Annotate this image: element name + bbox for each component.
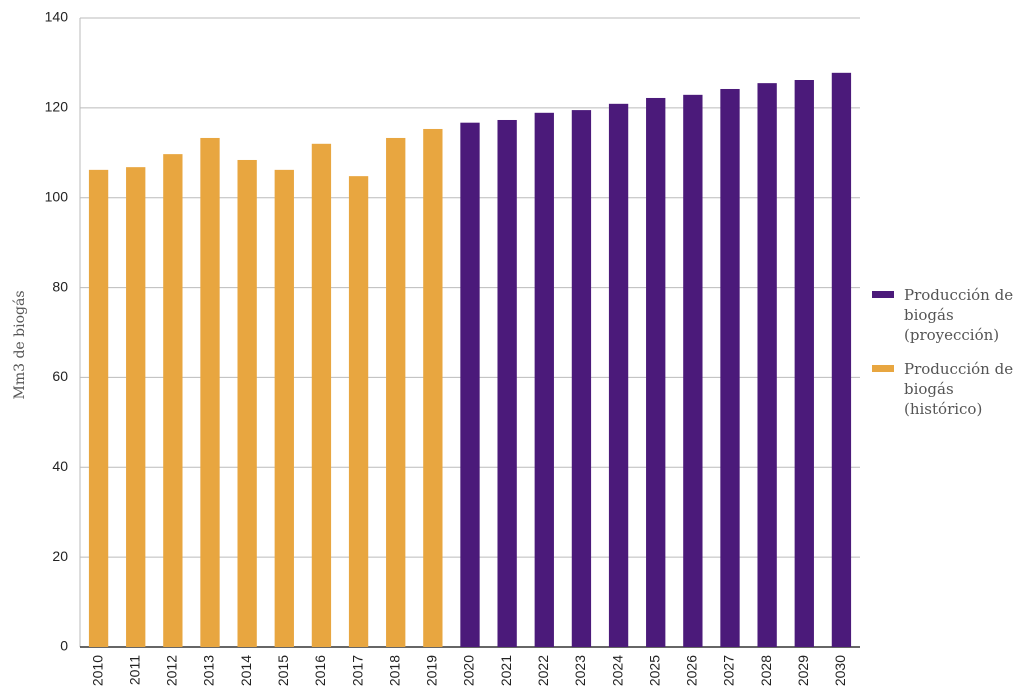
- x-tick-label: 2021: [498, 655, 514, 686]
- x-tick-label: 2013: [201, 655, 217, 686]
- x-tick-label: 2010: [89, 655, 105, 686]
- y-tick-label: 20: [52, 548, 68, 564]
- bar: [126, 167, 146, 648]
- bar: [386, 137, 406, 647]
- x-tick-label: 2017: [349, 655, 365, 686]
- bar: [683, 94, 703, 647]
- x-tick-label: 2011: [126, 655, 142, 685]
- bar: [646, 97, 666, 648]
- bar: [274, 169, 294, 647]
- y-tick-label: 60: [52, 368, 68, 384]
- bar: [200, 137, 220, 647]
- bar: [720, 88, 740, 648]
- x-tick-label: 2030: [832, 655, 848, 686]
- bar: [237, 159, 257, 647]
- bar: [311, 143, 332, 648]
- x-tick-label: 2022: [535, 655, 551, 686]
- bar: [163, 154, 183, 647]
- legend-item: Producción de biogás (proyección): [872, 285, 1016, 345]
- legend-label: Producción de biogás (proyección): [904, 286, 1014, 344]
- bar: [348, 176, 369, 648]
- y-tick-label: 80: [52, 278, 68, 294]
- bar: [571, 110, 592, 647]
- y-tick-label: 120: [45, 99, 69, 115]
- bar: [460, 122, 480, 647]
- bar: [88, 169, 109, 647]
- bar: [497, 119, 517, 647]
- legend-swatch: [872, 291, 894, 298]
- x-tick-label: 2024: [609, 655, 625, 686]
- x-tick-label: 2023: [572, 655, 588, 686]
- y-tick-label: 0: [60, 638, 68, 654]
- y-tick-label: 40: [52, 458, 68, 474]
- x-tick-label: 2026: [684, 655, 700, 686]
- x-tick-label: 2029: [795, 655, 811, 686]
- bar: [608, 103, 629, 647]
- x-tick-label: 2028: [758, 655, 774, 686]
- bar: [423, 128, 443, 647]
- x-tick-label: 2019: [424, 655, 440, 686]
- bar: [757, 83, 777, 648]
- x-tick-label: 2018: [386, 655, 402, 686]
- x-tick-label: 2027: [721, 655, 737, 686]
- y-axis-label: Mm3 de biogás: [12, 290, 28, 399]
- x-tick-label: 2014: [238, 655, 254, 686]
- x-tick-label: 2012: [164, 655, 180, 686]
- y-tick-label: 100: [45, 188, 69, 204]
- legend-swatch: [872, 365, 894, 372]
- x-tick-label: 2025: [646, 655, 662, 686]
- bar: [831, 72, 852, 647]
- legend-item: Producción de biogás (histórico): [872, 359, 1016, 419]
- x-tick-label: 2016: [312, 655, 328, 686]
- y-tick-label: 140: [45, 9, 69, 25]
- bar: [794, 80, 814, 648]
- x-tick-label: 2015: [275, 655, 291, 686]
- bar: [534, 112, 554, 647]
- x-tick-label: 2020: [461, 655, 477, 686]
- legend-label: Producción de biogás (histórico): [904, 360, 1014, 418]
